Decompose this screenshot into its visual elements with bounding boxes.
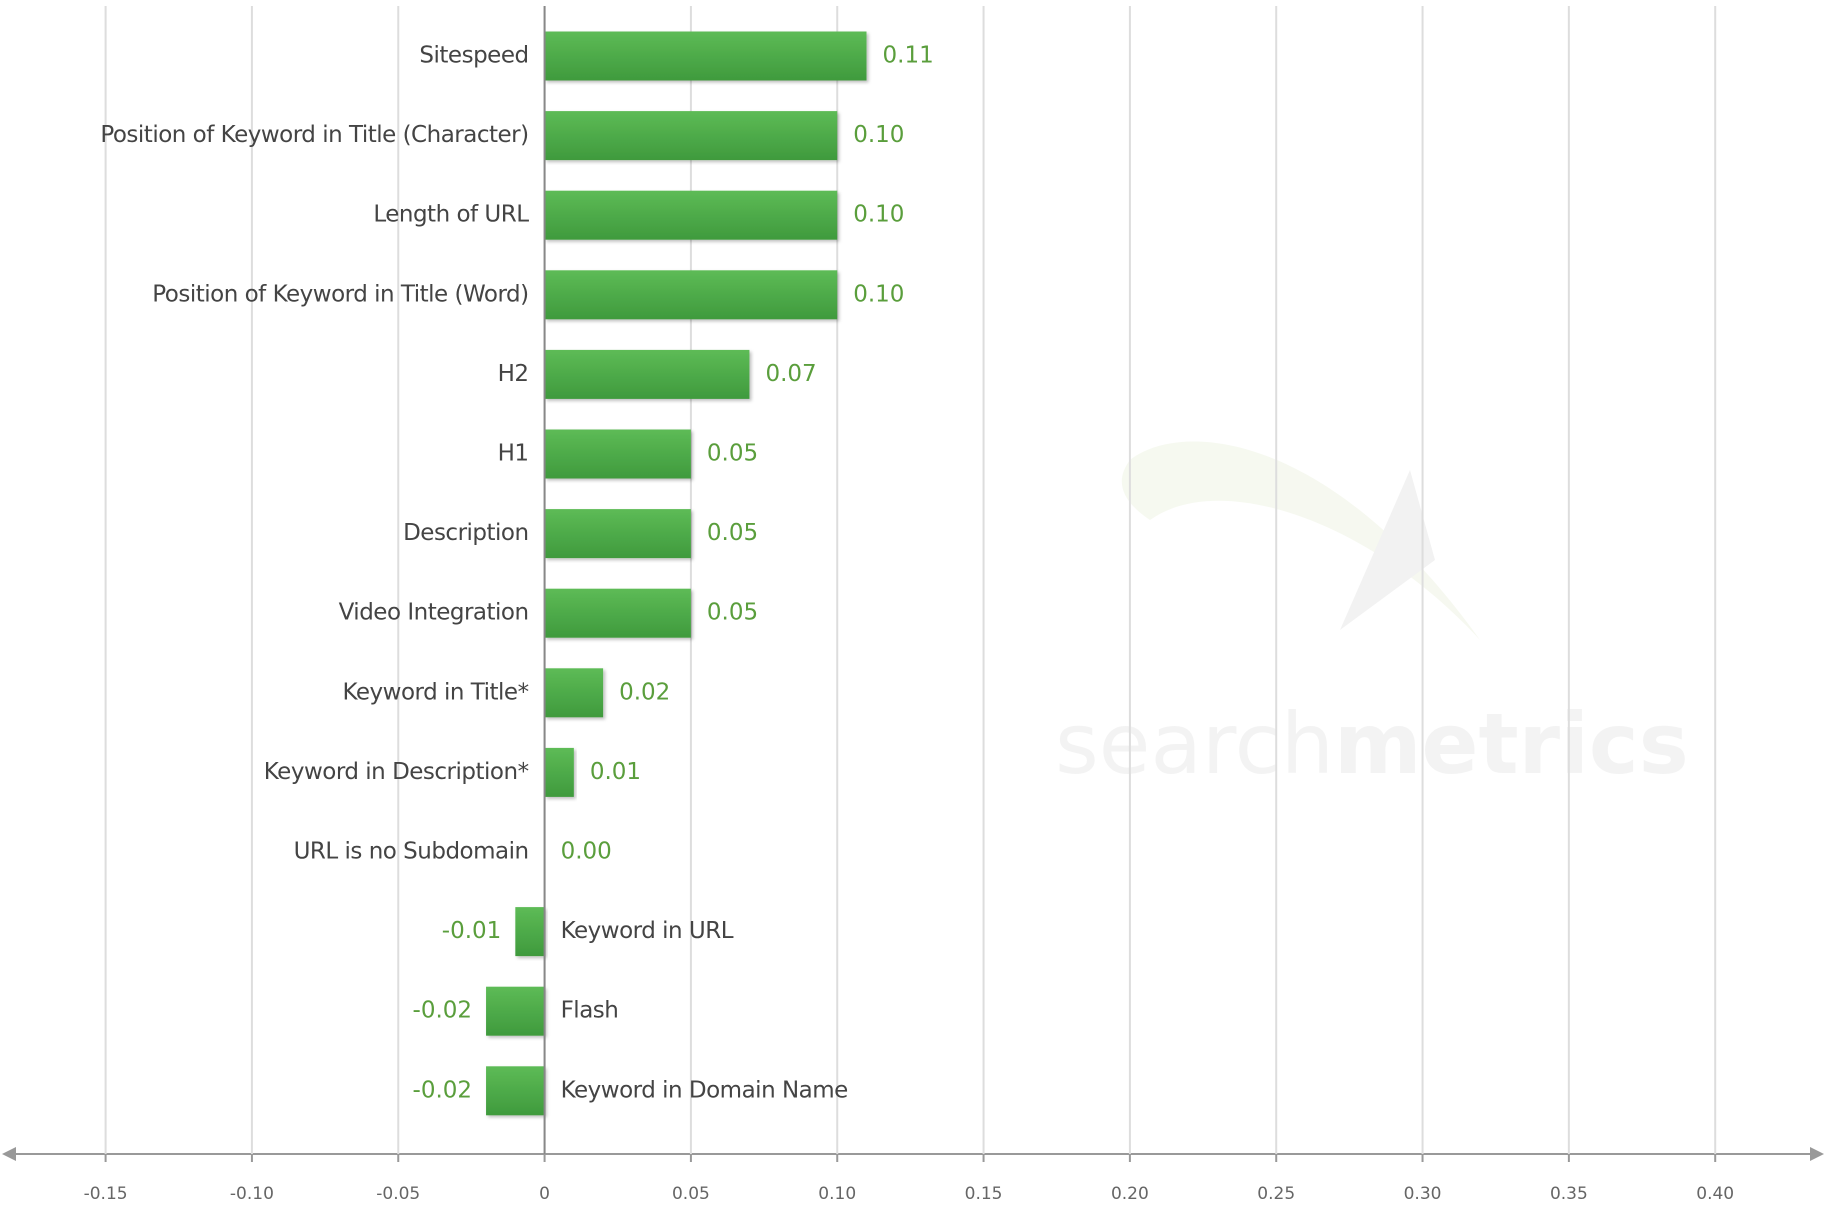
value-label: 0.10 [853,202,904,228]
watermark-text: searchmetrics [1055,695,1689,793]
x-tick-label: -0.15 [84,1184,128,1204]
x-tick-label: 0.10 [818,1184,856,1204]
x-axis [2,1147,1824,1161]
bar [544,190,838,240]
category-label: Flash [561,998,619,1024]
bar [544,111,838,161]
watermark: searchmetrics [1055,441,1689,793]
axis-arrow [2,1147,16,1161]
category-label: Keyword in URL [561,918,734,944]
bar [486,986,545,1036]
category-label: Position of Keyword in Title (Word) [152,281,528,307]
bar [544,429,691,479]
x-tick-label: -0.10 [230,1184,274,1204]
x-tick-label: 0.25 [1257,1184,1295,1204]
category-label: Sitespeed [419,43,528,69]
category-label: Description [403,520,529,546]
value-label: 0.01 [590,759,641,785]
bar [544,270,838,320]
watermark-light: search [1055,695,1334,793]
category-label: Length of URL [373,202,529,228]
value-label: 0.10 [853,281,904,307]
x-tick-label: 0.40 [1696,1184,1734,1204]
bar [544,668,604,718]
value-label: 0.00 [561,839,612,865]
bar [544,588,691,638]
category-label: H1 [498,441,529,467]
bar [544,747,574,797]
bar [544,509,691,559]
axis-arrow [1810,1147,1824,1161]
x-tick-label: 0 [539,1184,550,1204]
category-label: Keyword in Domain Name [561,1077,848,1103]
value-label: 0.11 [883,43,934,69]
value-label: 0.05 [707,600,758,626]
bar [544,31,867,81]
x-tick-label: 0.35 [1550,1184,1588,1204]
category-label: Keyword in Title* [342,679,528,705]
value-label: 0.07 [765,361,816,387]
value-label: 0.10 [853,122,904,148]
x-tick-label: 0.20 [1111,1184,1149,1204]
category-label: Position of Keyword in Title (Character) [100,122,528,148]
value-label: -0.02 [413,1077,473,1103]
value-label: 0.05 [707,520,758,546]
x-tick-label: -0.05 [376,1184,420,1204]
value-label: -0.02 [413,998,473,1024]
category-label: URL is no Subdomain [294,839,529,865]
bar [515,907,545,957]
bar [544,349,750,399]
category-label: Keyword in Description* [264,759,529,785]
value-label: -0.01 [442,918,502,944]
x-tick-label: 0.15 [965,1184,1003,1204]
category-label: Video Integration [339,600,529,626]
category-label: H2 [498,361,529,387]
bar [486,1066,545,1116]
x-tick-label: 0.30 [1404,1184,1442,1204]
watermark-bold: metrics [1334,695,1689,793]
x-tick-label: 0.05 [672,1184,710,1204]
value-label: 0.02 [619,679,670,705]
value-label: 0.05 [707,441,758,467]
